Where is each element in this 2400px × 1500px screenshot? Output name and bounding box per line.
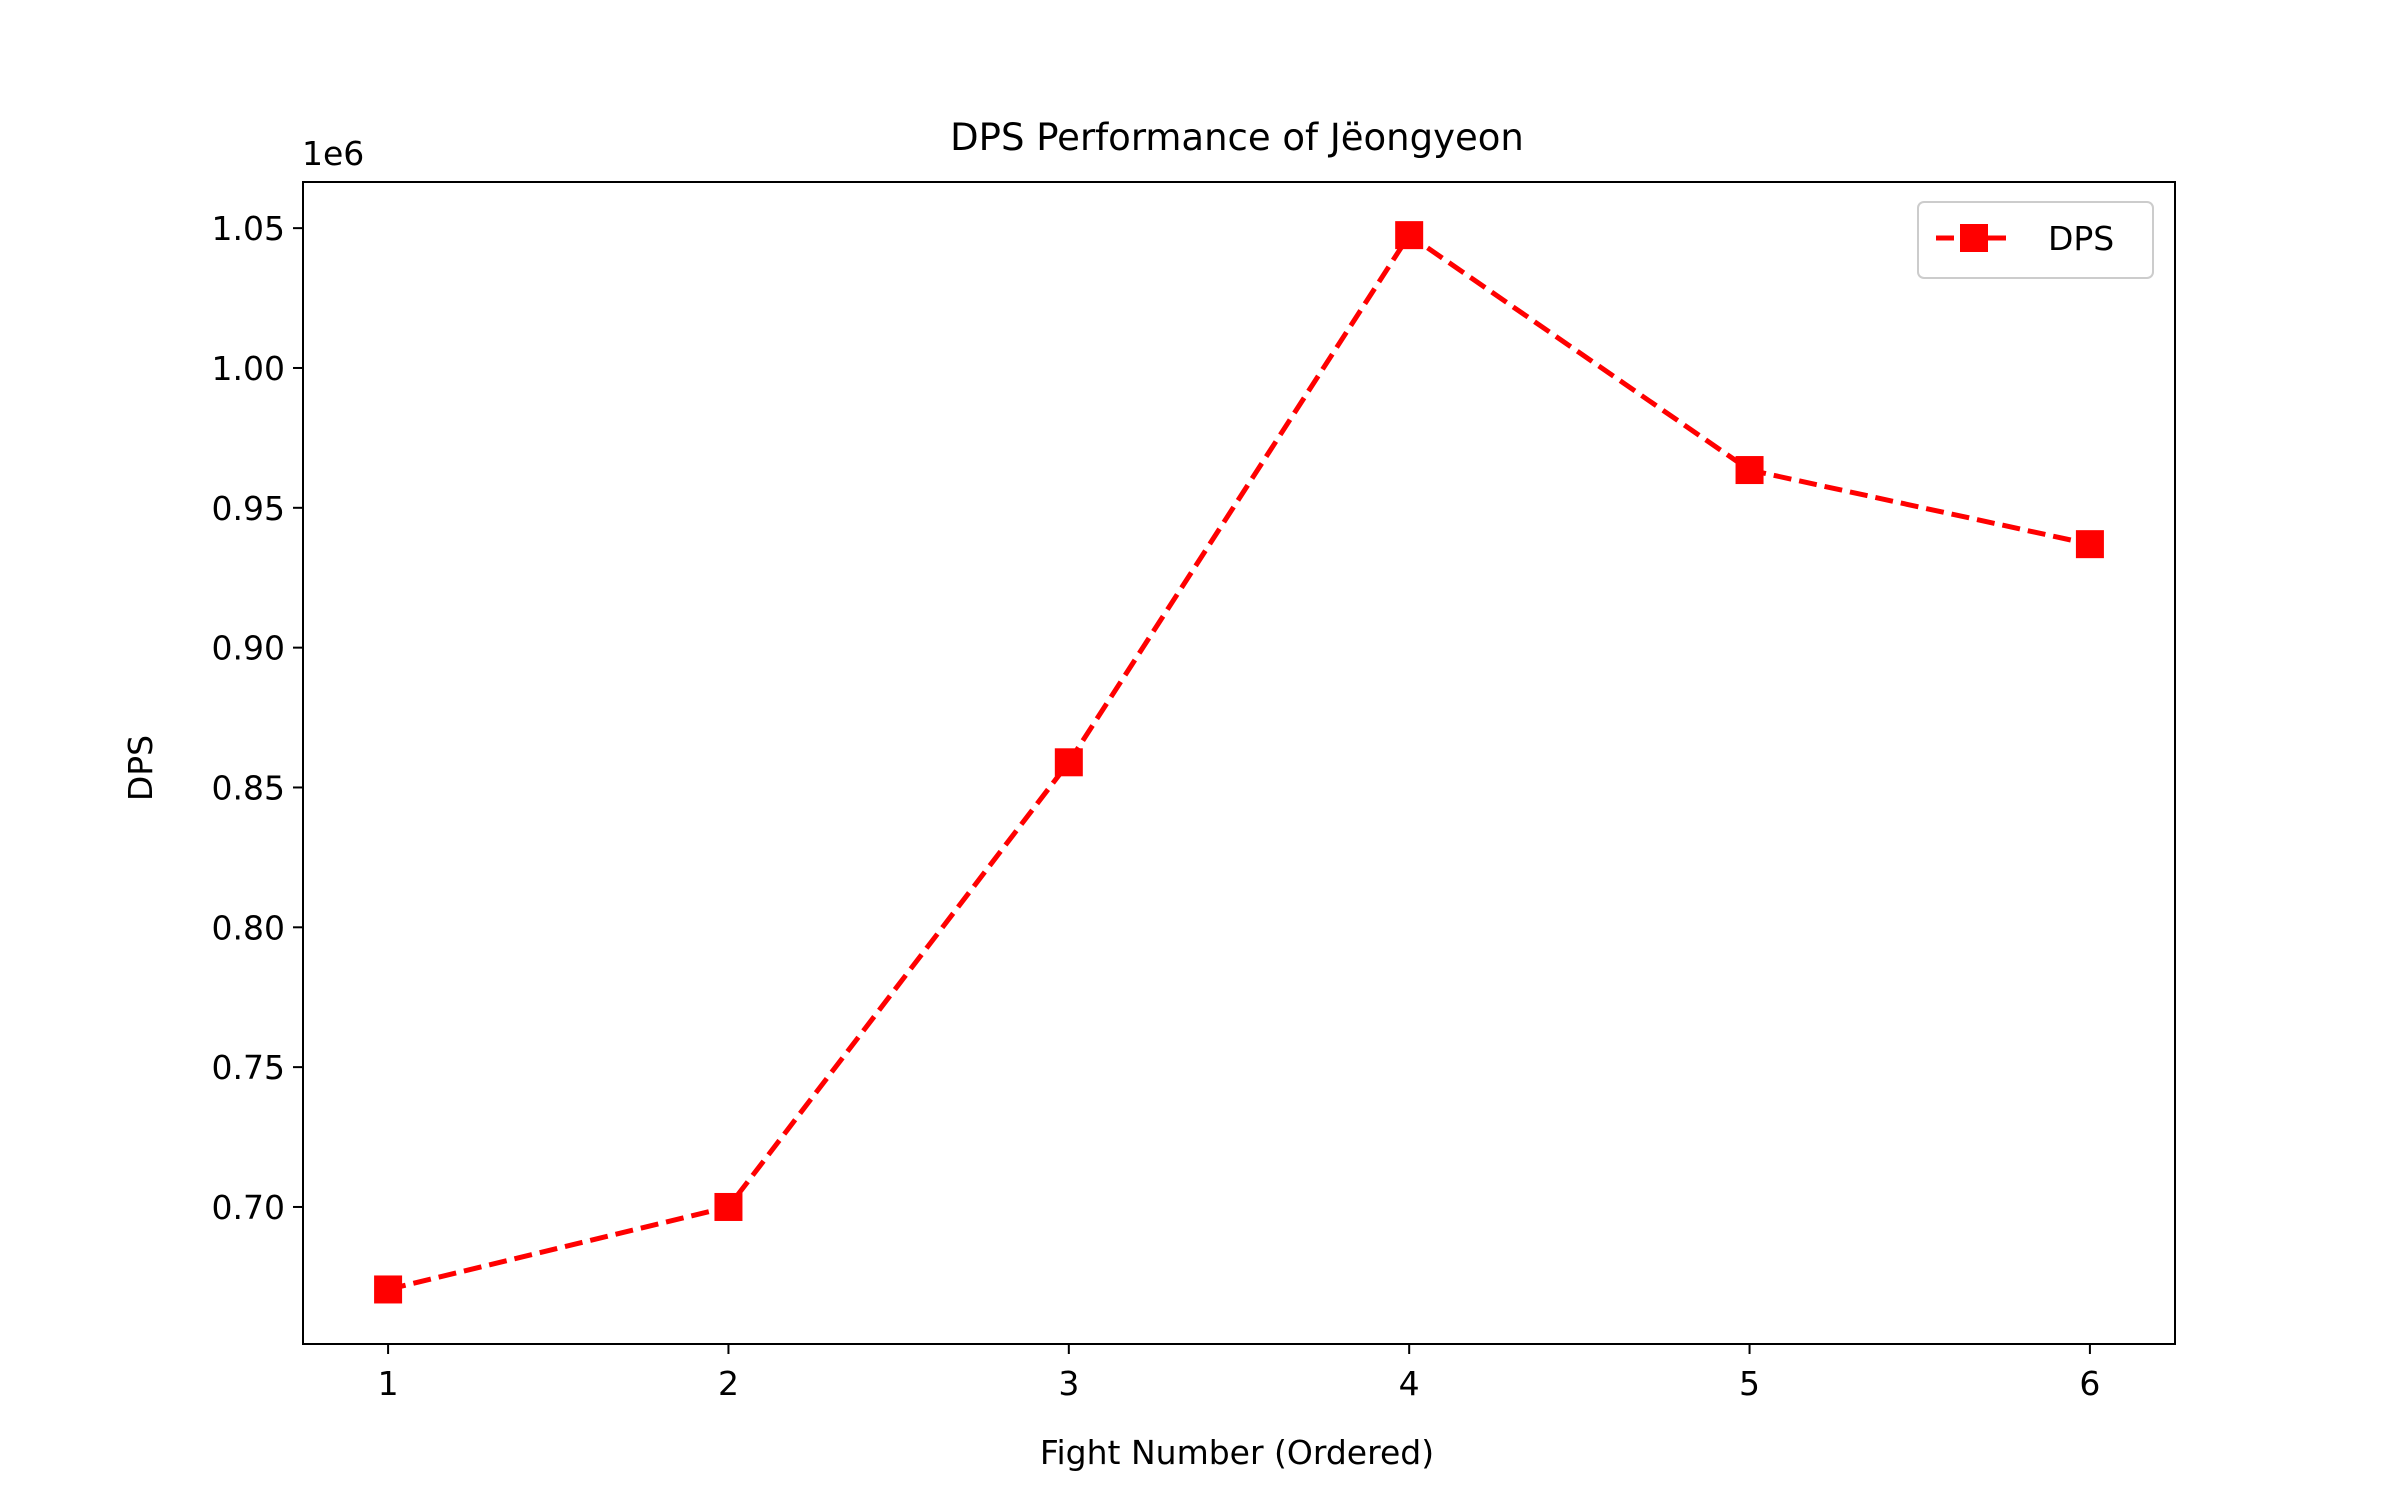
legend-marker-swatch	[1960, 224, 1988, 252]
y-tick-label: 0.90	[212, 629, 285, 668]
x-axis-label: Fight Number (Ordered)	[1040, 1433, 1434, 1472]
y-tick-label: 0.75	[212, 1048, 285, 1087]
axes-frame	[302, 181, 2176, 1345]
y-tick-label: 0.95	[212, 489, 285, 528]
legend-label: DPS	[2048, 219, 2114, 258]
legend-box	[1917, 201, 2154, 279]
y-tick-label: 0.80	[212, 908, 285, 947]
data-point-marker	[1395, 221, 1424, 250]
y-tick-label: 1.05	[212, 209, 285, 248]
y-tick-label: 0.85	[212, 768, 285, 807]
data-point-marker	[2075, 530, 2104, 559]
chart-title: DPS Performance of Jëongyeon	[950, 116, 1524, 159]
plot-area: 1 2 3 4 5 6 0.70 0.75 0.80 0.85 0.90 0.95 1.00 1.05 DP…	[212, 181, 2176, 1403]
x-tick-label: 3	[1058, 1364, 1079, 1403]
data-point-marker	[374, 1275, 403, 1304]
y-offset-text: 1e6	[302, 134, 364, 173]
data-point-marker	[714, 1192, 743, 1221]
x-tick-label: 5	[1739, 1364, 1760, 1403]
x-tick-label: 2	[718, 1364, 739, 1403]
data-point-marker	[1735, 456, 1764, 485]
y-axis-label: DPS	[121, 735, 160, 801]
series-line	[387, 232, 2091, 1292]
y-tick-label: 1.00	[212, 349, 285, 388]
y-tick-label: 0.70	[212, 1188, 285, 1227]
x-tick-label: 4	[1399, 1364, 1420, 1403]
x-tick-label: 1	[378, 1364, 399, 1403]
data-point-marker	[1054, 748, 1083, 777]
x-tick-label: 6	[2079, 1364, 2100, 1403]
